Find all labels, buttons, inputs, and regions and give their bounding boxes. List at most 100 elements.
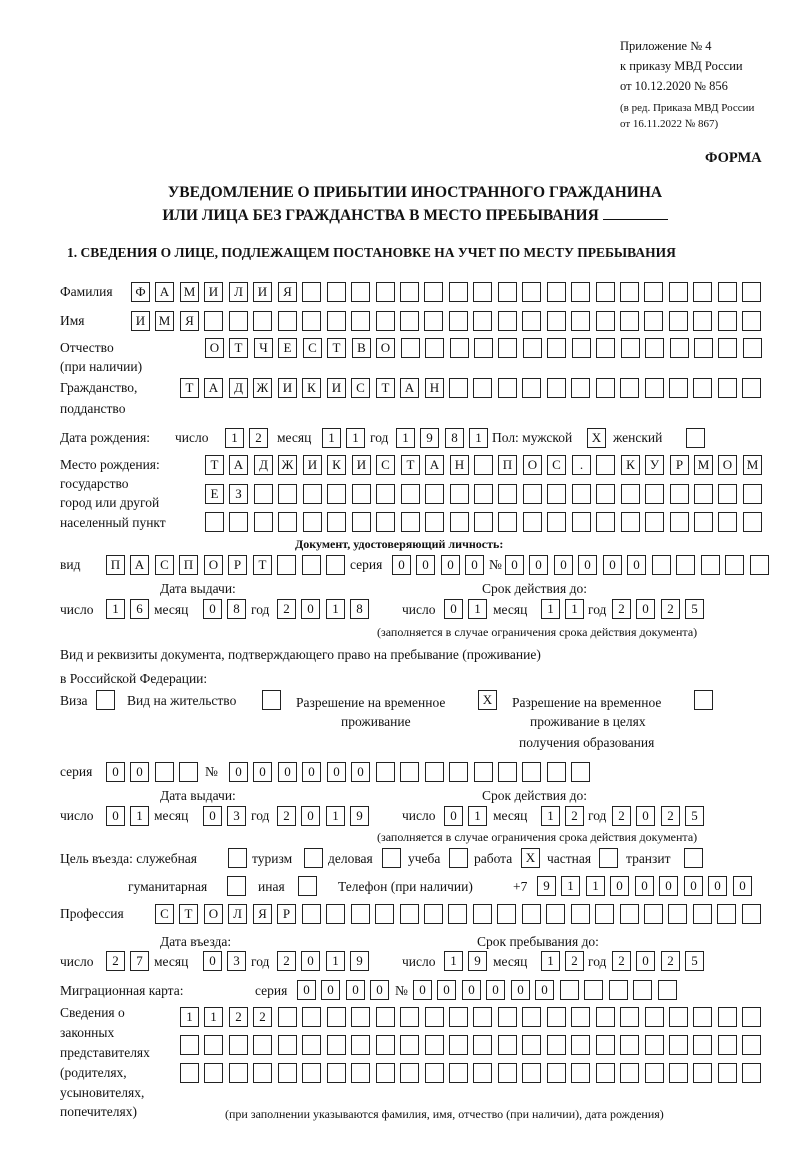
birth-place-2-cell[interactable] <box>474 484 493 504</box>
birth-place-1-cell[interactable]: Д <box>254 455 273 475</box>
surname-cell[interactable] <box>327 282 346 302</box>
surname-cell[interactable] <box>596 282 615 302</box>
id-number-cell[interactable] <box>701 555 720 575</box>
mc-number-cell[interactable]: 0 <box>486 980 505 1000</box>
id-kind-cell[interactable]: А <box>130 555 149 575</box>
rep-2-cell[interactable] <box>253 1035 272 1055</box>
birth-place-2-cell[interactable] <box>694 484 713 504</box>
stay-number-cell[interactable] <box>498 762 517 782</box>
stay-number-cell[interactable]: 0 <box>351 762 370 782</box>
birth-year-cell[interactable]: 1 <box>396 428 415 448</box>
profession-cell[interactable] <box>448 904 467 924</box>
profession-cell[interactable] <box>400 904 419 924</box>
stay-series-cell[interactable] <box>179 762 198 782</box>
patronymic-cell[interactable] <box>498 338 517 358</box>
patronymic-cell[interactable]: Т <box>229 338 248 358</box>
patronymic-cell[interactable]: О <box>376 338 395 358</box>
id-issue-year-cell[interactable]: 1 <box>326 599 345 619</box>
rep-2-cell[interactable] <box>498 1035 517 1055</box>
entry-year-cell[interactable]: 0 <box>301 951 320 971</box>
rep-2-cell[interactable] <box>620 1035 639 1055</box>
patronymic-cell[interactable] <box>645 338 664 358</box>
purpose-study-checkbox[interactable] <box>449 848 468 868</box>
purpose-transit-checkbox[interactable] <box>684 848 703 868</box>
profession-cell[interactable] <box>546 904 565 924</box>
stay-until-year-cell[interactable]: 2 <box>661 951 680 971</box>
birth-place-2-cell[interactable] <box>303 484 322 504</box>
surname-cell[interactable] <box>693 282 712 302</box>
phone-cell[interactable]: 0 <box>635 876 654 896</box>
birth-place-1-cell[interactable]: О <box>718 455 737 475</box>
rep-1-cell[interactable] <box>620 1007 639 1027</box>
patronymic-cell[interactable] <box>401 338 420 358</box>
birth-place-2-cell[interactable] <box>645 484 664 504</box>
profession-cell[interactable]: Л <box>228 904 247 924</box>
citizenship-cell[interactable] <box>669 378 688 398</box>
id-series-cell[interactable]: 0 <box>416 555 435 575</box>
rep-3-cell[interactable] <box>669 1063 688 1083</box>
citizenship-cell[interactable] <box>522 378 541 398</box>
citizenship-cell[interactable]: А <box>204 378 223 398</box>
surname-cell[interactable]: М <box>180 282 199 302</box>
id-series-cell[interactable]: 0 <box>392 555 411 575</box>
birth-place-1-cell[interactable]: О <box>523 455 542 475</box>
rep-3-cell[interactable] <box>302 1063 321 1083</box>
birth-place-1-cell[interactable]: С <box>547 455 566 475</box>
patronymic-cell[interactable] <box>450 338 469 358</box>
name-cell[interactable] <box>376 311 395 331</box>
id-issue-day-cell[interactable]: 1 <box>106 599 125 619</box>
rep-1-cell[interactable] <box>425 1007 444 1027</box>
name-cell[interactable] <box>473 311 492 331</box>
citizenship-cell[interactable]: К <box>302 378 321 398</box>
name-cell[interactable] <box>204 311 223 331</box>
mc-series-cell[interactable]: 0 <box>321 980 340 1000</box>
name-cell[interactable] <box>571 311 590 331</box>
surname-cell[interactable]: А <box>155 282 174 302</box>
stay-number-cell[interactable] <box>400 762 419 782</box>
id-valid-month-cell[interactable]: 1 <box>565 599 584 619</box>
id-kind-cell[interactable] <box>277 555 296 575</box>
birth-day-cell[interactable]: 1 <box>225 428 244 448</box>
stay-until-month-cell[interactable]: 1 <box>541 951 560 971</box>
birth-place-2-cell[interactable] <box>743 484 762 504</box>
name-cell[interactable]: М <box>155 311 174 331</box>
stay-until-month-cell[interactable]: 2 <box>565 951 584 971</box>
visa-checkbox[interactable] <box>96 690 115 710</box>
name-cell[interactable] <box>693 311 712 331</box>
birth-place-1-cell[interactable]: А <box>229 455 248 475</box>
rep-1-cell[interactable] <box>400 1007 419 1027</box>
residence-checkbox[interactable] <box>262 690 281 710</box>
surname-cell[interactable] <box>718 282 737 302</box>
birth-place-2-cell[interactable] <box>401 484 420 504</box>
birth-place-1-cell[interactable]: Т <box>205 455 224 475</box>
id-kind-cell[interactable]: П <box>179 555 198 575</box>
stay-number-cell[interactable]: 0 <box>278 762 297 782</box>
id-kind-cell[interactable] <box>302 555 321 575</box>
rep-3-cell[interactable] <box>596 1063 615 1083</box>
entry-month-cell[interactable]: 3 <box>227 951 246 971</box>
id-issue-day-cell[interactable]: 6 <box>130 599 149 619</box>
birth-place-3-cell[interactable] <box>376 512 395 532</box>
id-number-cell[interactable] <box>652 555 671 575</box>
id-valid-month-cell[interactable]: 1 <box>541 599 560 619</box>
birth-year-cell[interactable]: 8 <box>445 428 464 448</box>
stay-until-year-cell[interactable]: 0 <box>636 951 655 971</box>
id-valid-year-cell[interactable]: 2 <box>661 599 680 619</box>
name-cell[interactable] <box>400 311 419 331</box>
surname-cell[interactable] <box>669 282 688 302</box>
name-cell[interactable] <box>229 311 248 331</box>
rep-3-cell[interactable] <box>645 1063 664 1083</box>
id-issue-month-cell[interactable]: 0 <box>203 599 222 619</box>
purpose-other-checkbox[interactable] <box>298 876 317 896</box>
phone-cell[interactable]: 0 <box>733 876 752 896</box>
rep-1-cell[interactable]: 2 <box>253 1007 272 1027</box>
profession-cell[interactable] <box>351 904 370 924</box>
birth-place-3-cell[interactable] <box>401 512 420 532</box>
profession-cell[interactable]: Р <box>277 904 296 924</box>
mc-number-cell[interactable]: 0 <box>462 980 481 1000</box>
surname-cell[interactable] <box>644 282 663 302</box>
phone-cell[interactable]: 0 <box>708 876 727 896</box>
rep-1-cell[interactable] <box>302 1007 321 1027</box>
stay-valid-day-cell[interactable]: 0 <box>444 806 463 826</box>
id-issue-year-cell[interactable]: 8 <box>350 599 369 619</box>
